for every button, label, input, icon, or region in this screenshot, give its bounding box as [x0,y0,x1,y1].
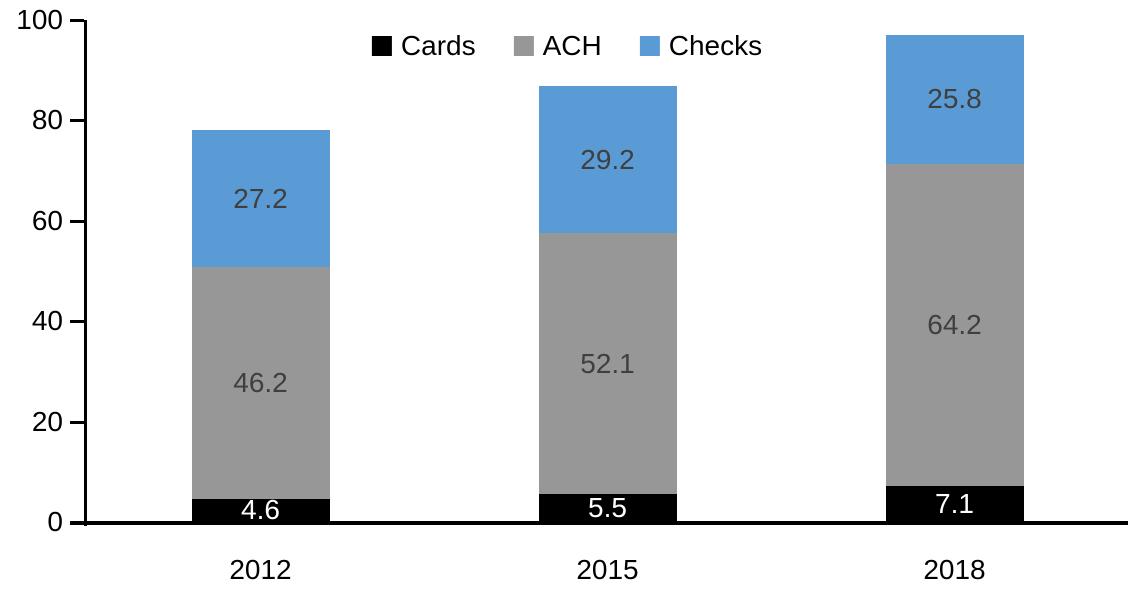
bar-segment-value-label: 52.1 [580,347,635,379]
x-axis-category-label: 2018 [923,554,986,585]
bar-segment-ach [191,266,330,499]
chart-legend: Cards ACH Checks [371,30,763,61]
bar-segment-value-label: 29.2 [580,143,635,175]
legend-swatch-icon [639,36,660,56]
y-axis-tick [70,19,84,22]
legend-item-ach: ACH [513,30,602,61]
y-axis-tick-label: 40 [31,305,63,337]
bar-segment-value-label: 27.2 [233,182,288,214]
bar-segment-cards [538,494,677,522]
bar-segment-checks [885,34,1024,165]
bar-segment-value-label: 46.2 [233,366,288,398]
legend-label: Cards [400,30,476,61]
y-axis-tick [70,320,84,324]
legend-item-checks: Checks [639,30,763,61]
bar-segment-cards [885,486,1024,522]
y-axis-tick [70,119,84,123]
legend-swatch-icon [371,36,392,56]
y-axis-tick-label: 100 [16,4,63,35]
bar-segment-value-label: 5.5 [588,492,627,524]
bar-segment-value-label: 25.8 [927,83,982,115]
legend-label: Checks [668,30,763,61]
y-axis-tick-label: 20 [31,405,63,437]
legend-swatch-icon [513,36,534,56]
y-axis-tick [70,521,84,524]
bar-segment-checks [191,130,330,267]
y-axis-tick-label: 0 [47,506,63,537]
legend-item-cards: Cards [371,30,476,61]
y-axis-tick-label: 80 [31,104,63,136]
bar-segment-value-label: 4.6 [241,494,280,526]
bar-segment-cards [191,498,330,522]
x-axis-category-label: 2012 [229,554,292,585]
legend-label: ACH [542,30,602,61]
y-axis-tick [70,420,84,424]
bar-segment-checks [538,86,677,233]
x-axis-category-label: 2015 [576,554,639,585]
y-axis-line [84,20,87,526]
bar-segment-ach [538,232,677,495]
x-axis-line [70,521,1128,525]
bar-segment-ach [885,164,1024,487]
y-axis-tick [70,219,84,223]
y-axis-tick-label: 60 [31,204,63,236]
bar-segment-value-label: 7.1 [935,488,974,520]
bar-segment-value-label: 64.2 [927,309,982,341]
